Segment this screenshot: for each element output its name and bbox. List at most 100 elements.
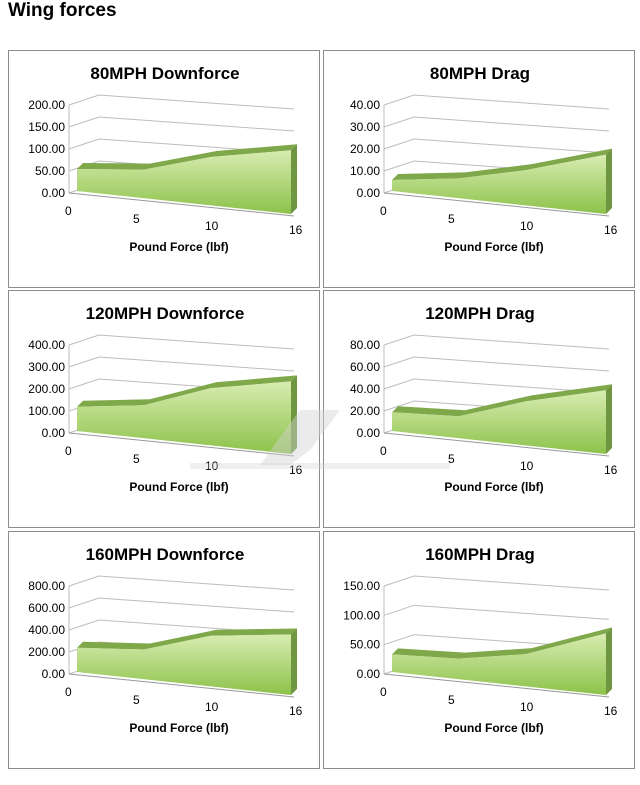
y-tick-label: 0.00 [357,186,381,200]
chart-svg: 160MPH Drag 0.00 50.00 100.00 150.00 0 5 10 16 Po… [343,545,618,735]
area-series [392,390,606,454]
gridline [68,334,295,350]
area-top-face [392,148,612,180]
x-axis [383,192,610,217]
area-side-face [291,628,297,695]
y-tick-label: 800.00 [28,579,65,593]
chart-panel: 80MPH Downforce 0.00 50.00 100.00 150.00 200.… [8,50,320,288]
x-axis-title: Pound Force (lbf) [129,240,228,254]
x-tick-label: 0 [380,204,387,218]
x-tick-label: 0 [380,685,387,699]
chart-title: 160MPH Drag [425,545,535,564]
x-axis-title: Pound Force (lbf) [444,480,543,494]
y-tick-label: 0.00 [42,426,66,440]
gridline [68,356,295,372]
area-top-face [392,384,612,417]
chart-svg: 120MPH Downforce 0.00 100.00 200.00 300.00 40… [28,304,303,494]
gridline [383,334,610,350]
x-axis [68,192,295,217]
y-tick-label: 10.00 [350,164,380,178]
x-tick-label: 16 [289,463,303,477]
area-top-face [77,628,297,650]
x-tick-label: 0 [380,444,387,458]
x-axis-title: Pound Force (lbf) [129,721,228,735]
area-top-face [77,144,297,170]
y-tick-label: 150.00 [28,120,65,134]
x-tick-label: 5 [133,212,140,226]
area-side-face [291,144,297,214]
area-series [77,150,291,214]
area-side-face [606,384,612,454]
y-tick-label: 40.00 [350,382,380,396]
chart-svg: 80MPH Downforce 0.00 50.00 100.00 150.00 200.… [28,64,303,254]
y-tick-label: 80.00 [350,338,380,352]
gridline [68,138,295,154]
y-tick-label: 200.00 [28,645,65,659]
x-tick-label: 10 [205,219,219,233]
x-tick-label: 10 [205,700,219,714]
x-tick-label: 16 [604,463,618,477]
x-tick-label: 5 [133,452,140,466]
gridline [68,116,295,132]
gridline [383,116,610,132]
y-tick-label: 0.00 [357,667,381,681]
chart-panel: 160MPH Drag 0.00 50.00 100.00 150.00 0 5 10 16 Po… [323,531,635,769]
y-tick-label: 100.00 [28,142,65,156]
chart-title: 120MPH Downforce [86,304,245,323]
gridline [383,575,610,591]
chart-svg: 80MPH Drag 0.00 10.00 20.00 30.00 40.00 0 5 10 16… [350,64,618,254]
y-tick-label: 30.00 [350,120,380,134]
gridline [68,94,295,110]
gridline [383,634,610,650]
x-axis-title: Pound Force (lbf) [129,480,228,494]
chart-title: 80MPH Drag [430,64,530,83]
y-tick-label: 200.00 [28,382,65,396]
chart-panel: 160MPH Downforce 0.00 200.00 400.00 600.00 80… [8,531,320,769]
page-title: Wing forces [8,0,117,21]
x-axis-title: Pound Force (lbf) [444,240,543,254]
y-tick-label: 600.00 [28,601,65,615]
area-series [77,381,291,454]
x-axis [383,673,610,698]
area-series [392,633,606,695]
y-tick-label: 40.00 [350,98,380,112]
gridline [383,604,610,620]
x-axis [68,432,295,457]
x-tick-label: 0 [65,685,72,699]
x-tick-label: 10 [520,459,534,473]
y-tick-label: 200.00 [28,98,65,112]
x-tick-label: 16 [604,704,618,718]
gridline [383,378,610,394]
y-tick-label: 0.00 [42,186,66,200]
y-tick-label: 50.00 [350,638,380,652]
chart-panel: 120MPH Downforce 0.00 100.00 200.00 300.00 40… [8,290,320,528]
chart-panel: 80MPH Drag 0.00 10.00 20.00 30.00 40.00 0 5 10 16… [323,50,635,288]
x-tick-label: 5 [133,693,140,707]
y-tick-label: 100.00 [28,404,65,418]
x-tick-label: 0 [65,204,72,218]
area-series [392,154,606,214]
x-tick-label: 10 [205,459,219,473]
y-tick-label: 400.00 [28,338,65,352]
area-side-face [606,627,612,695]
x-axis-title: Pound Force (lbf) [444,721,543,735]
x-tick-label: 10 [520,219,534,233]
x-tick-label: 10 [520,700,534,714]
y-tick-label: 20.00 [350,404,380,418]
gridline [68,619,295,635]
y-tick-label: 60.00 [350,360,380,374]
x-axis [68,673,295,698]
y-tick-label: 100.00 [343,608,380,622]
gridline [383,94,610,110]
y-tick-label: 150.00 [343,579,380,593]
x-axis [383,432,610,457]
gridline [68,575,295,591]
y-tick-label: 0.00 [357,426,381,440]
x-tick-label: 5 [448,212,455,226]
area-top-face [77,375,297,407]
x-tick-label: 16 [604,223,618,237]
y-tick-label: 400.00 [28,623,65,637]
gridline [68,597,295,613]
x-tick-label: 5 [448,693,455,707]
x-tick-label: 16 [289,223,303,237]
